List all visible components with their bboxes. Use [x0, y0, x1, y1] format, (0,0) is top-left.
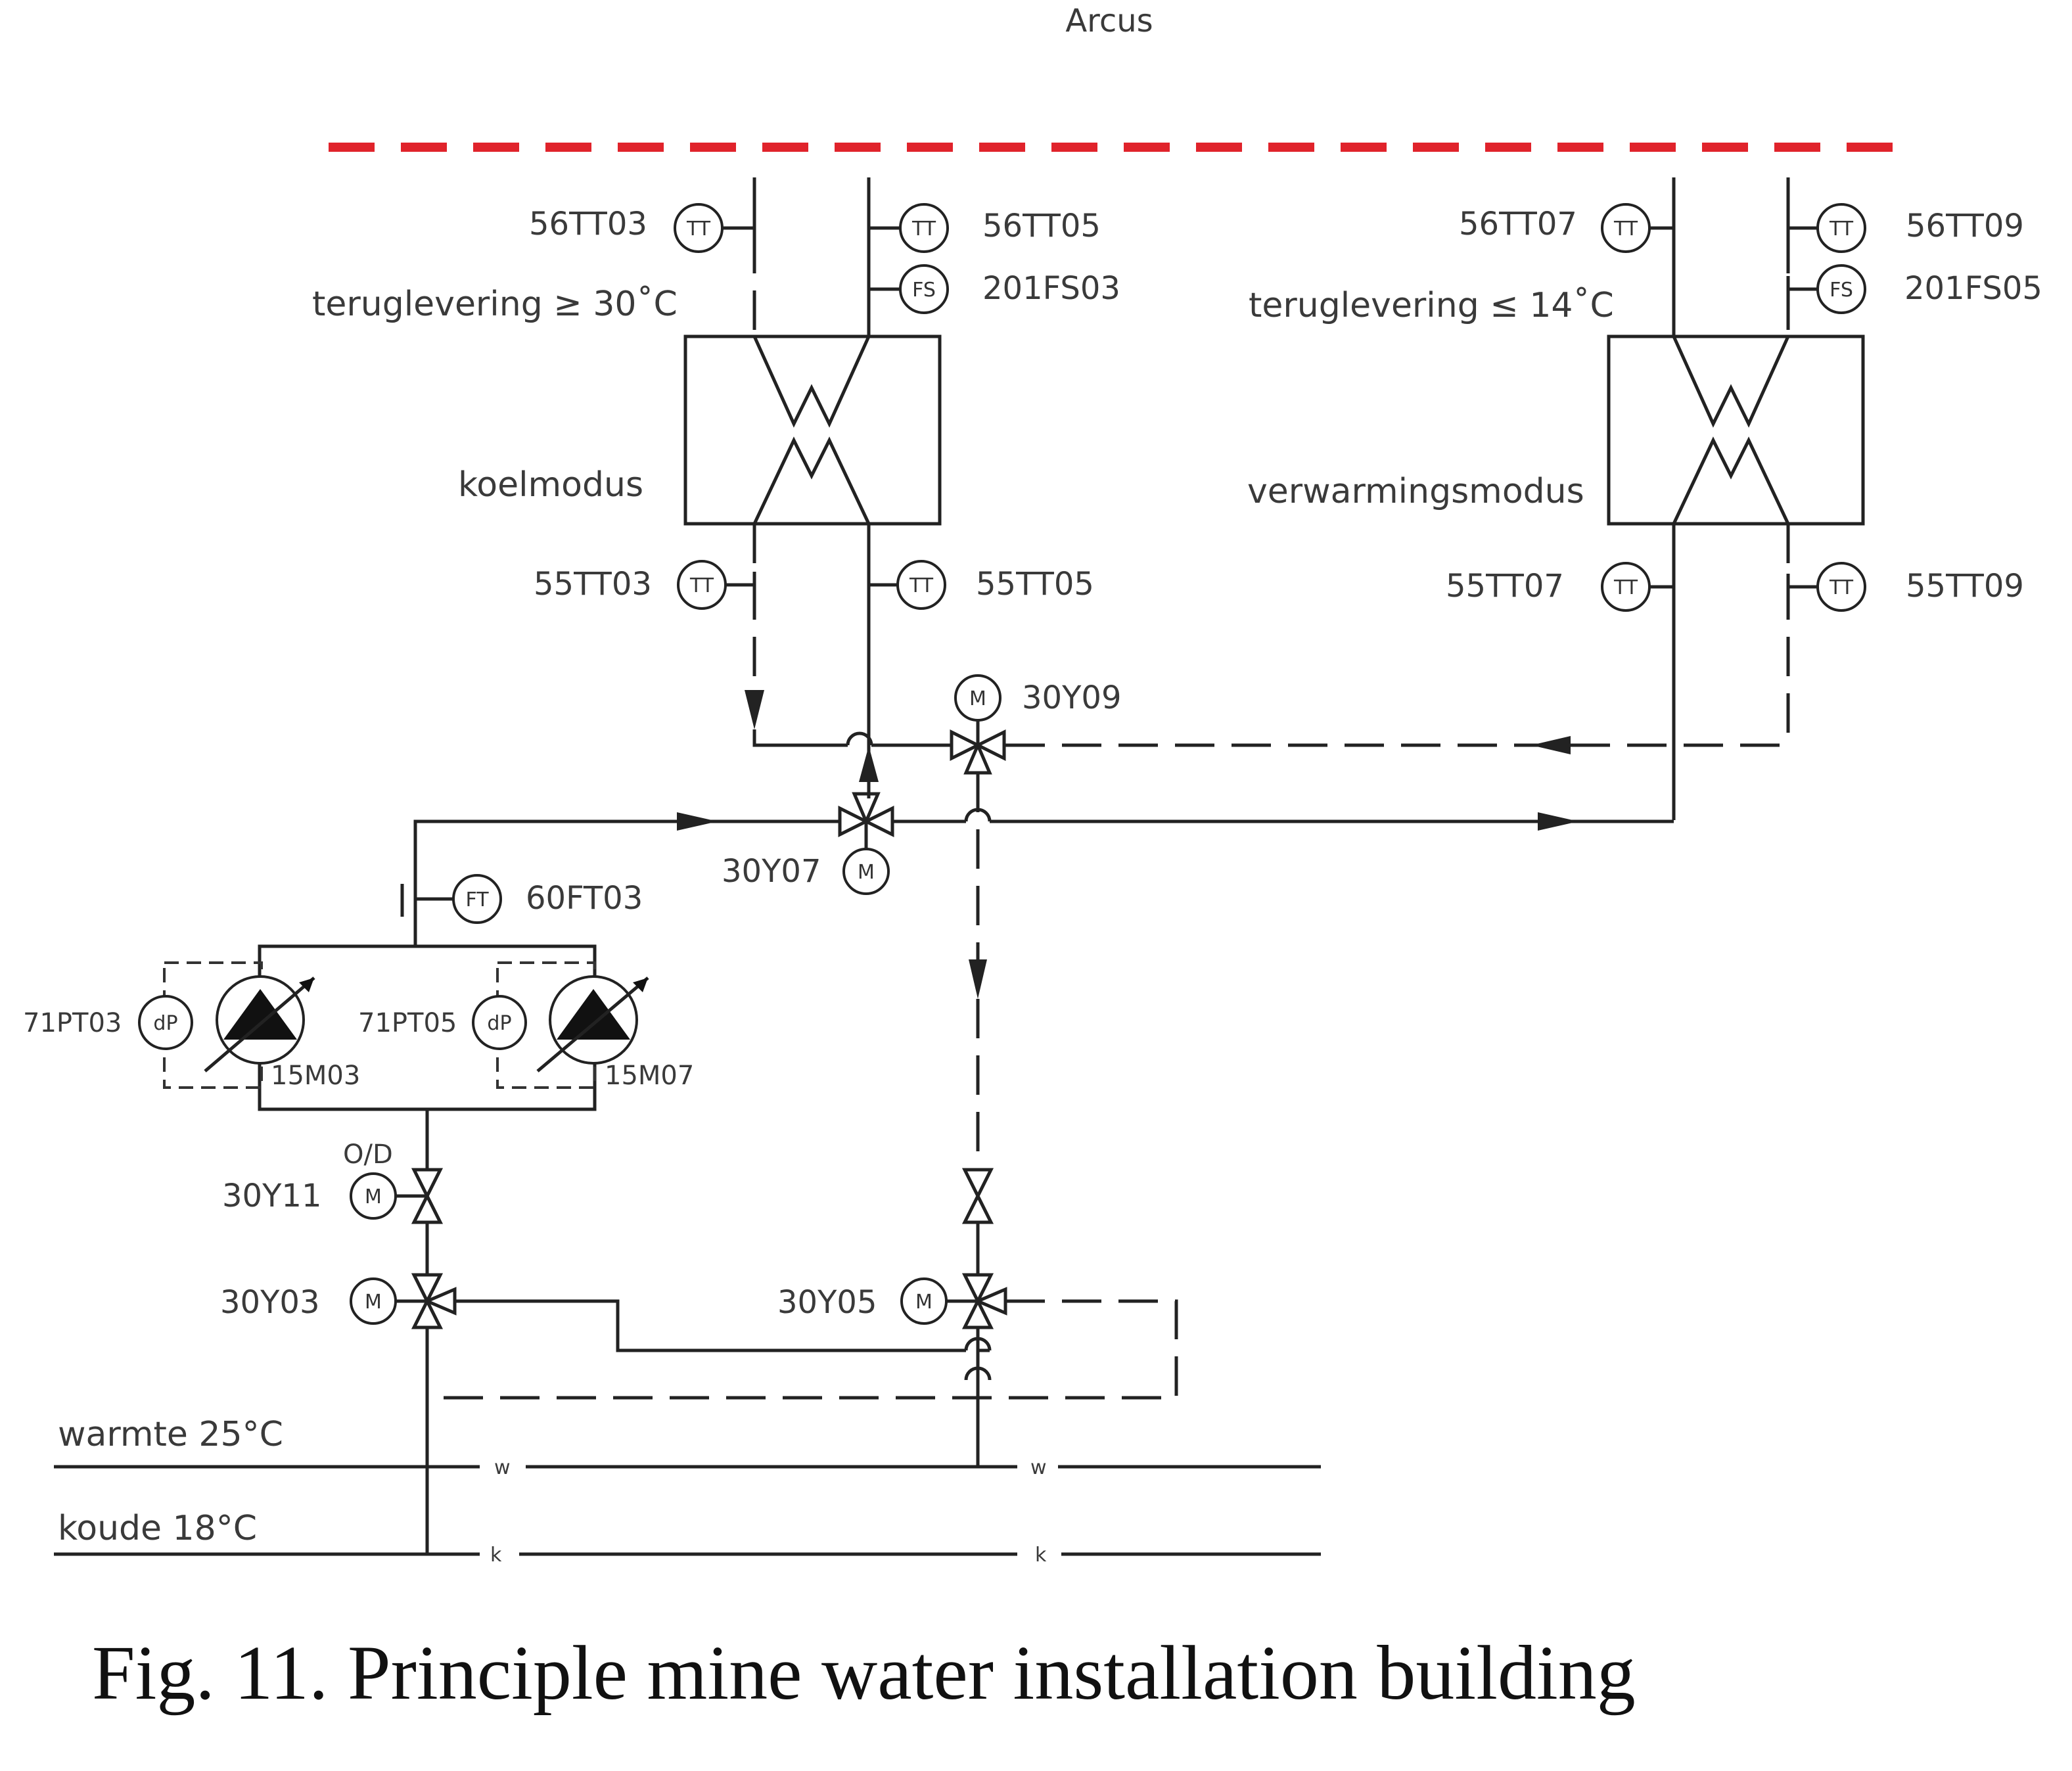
tag-55TT03: 55TT03: [534, 566, 652, 603]
svg-text:TT: TT: [1829, 218, 1854, 241]
svg-text:TT: TT: [689, 574, 714, 597]
flow-arrow-down: [745, 690, 764, 729]
flow-transmitter-60FT03: FT: [400, 874, 502, 924]
tag-201FS03: 201FS03: [982, 270, 1120, 307]
svg-text:M: M: [365, 1185, 382, 1208]
cold-marker-2: k: [1035, 1544, 1047, 1567]
tag-56TT05: 56TT05: [982, 208, 1101, 244]
temperature-transmitter-55TT07: TT: [1601, 562, 1676, 612]
temperature-transmitter-56TT07: TT: [1601, 203, 1676, 253]
warm-line-label: warmte 25°C: [58, 1415, 283, 1454]
svg-text:dP: dP: [153, 1012, 177, 1035]
hx-right-return-label: teruglevering ≤ 14˚C: [1249, 286, 1614, 325]
svg-text:FS: FS: [1830, 279, 1853, 302]
heat-exchanger-heating: [1607, 334, 1865, 526]
svg-text:TT: TT: [909, 574, 934, 597]
svg-text:TT: TT: [1829, 576, 1854, 599]
svg-text:M: M: [365, 1291, 382, 1314]
temperature-transmitter-56TT03: TT: [674, 203, 756, 253]
figure-caption: Fig. 11. Principle mine water installati…: [92, 1630, 1636, 1716]
cold-line-label: koude 18°C: [58, 1509, 257, 1548]
tag-55TT09: 55TT09: [1906, 568, 2024, 605]
tag-15M03: 15M03: [271, 1061, 360, 1091]
tag-55TT05: 55TT05: [976, 566, 1094, 603]
flow-arrow-left: [1531, 736, 1571, 754]
svg-text:M: M: [969, 687, 986, 710]
tag-71PT05: 71PT05: [358, 1008, 457, 1038]
tag-71PT03: 71PT03: [23, 1008, 122, 1038]
tag-56TT07: 56TT07: [1459, 206, 1577, 242]
diagram-title: Arcus: [1065, 3, 1153, 39]
svg-text:dP: dP: [487, 1012, 511, 1035]
flow-switch-201FS03: FS: [867, 264, 949, 314]
valve-30Y09: M: [950, 674, 1006, 775]
warm-marker-1: w: [494, 1456, 511, 1479]
valve-30Y03: M: [350, 1273, 457, 1329]
valve-2way-unlabeled: [961, 1168, 994, 1224]
valve-30Y05: M: [900, 1273, 1007, 1329]
tag-30Y03: 30Y03: [220, 1284, 319, 1321]
svg-text:FT: FT: [465, 888, 489, 911]
valve-30Y11: M: [350, 1168, 444, 1224]
tag-30Y07: 30Y07: [722, 853, 821, 890]
flow-arrow-down-2: [969, 959, 987, 999]
dp-sensor-71PT03: dP: [138, 995, 193, 1050]
flow-switch-201FS05: FS: [1786, 264, 1866, 314]
svg-text:TT: TT: [911, 218, 936, 241]
pump-15M03: [163, 961, 315, 1089]
tag-60FT03: 60FT03: [526, 880, 643, 917]
svg-text:M: M: [858, 861, 875, 884]
warm-marker-2: w: [1030, 1456, 1047, 1479]
flow-arrow-right-1: [677, 812, 718, 831]
hx-right-mode-label: verwarmingsmodus: [1247, 472, 1584, 511]
tag-56TT09: 56TT09: [1906, 208, 2024, 244]
temperature-transmitter-55TT09: TT: [1786, 562, 1866, 612]
temperature-transmitter-56TT05: TT: [867, 203, 949, 253]
valve-30Y07: M: [838, 792, 894, 895]
tag-30Y11: 30Y11: [222, 1178, 321, 1214]
dp-sensor-71PT05: dP: [472, 995, 527, 1050]
pump-15M07: [496, 961, 649, 1089]
tag-56TT03: 56TT03: [529, 206, 647, 242]
tag-30Y09: 30Y09: [1022, 679, 1121, 716]
hx-left-mode-label: koelmodus: [458, 465, 643, 505]
cold-marker-1: k: [490, 1544, 502, 1567]
svg-text:TT: TT: [1613, 576, 1638, 599]
tag-201FS05: 201FS05: [1904, 270, 2042, 307]
svg-text:M: M: [915, 1291, 932, 1314]
tag-55TT07: 55TT07: [1446, 568, 1564, 605]
svg-text:TT: TT: [686, 218, 711, 241]
flow-arrow-right-2: [1538, 812, 1578, 831]
svg-text:TT: TT: [1613, 218, 1638, 241]
tag-30Y05: 30Y05: [777, 1284, 877, 1321]
tag-30Y11-mode: O/D: [343, 1139, 393, 1170]
flow-arrow-up: [859, 746, 879, 782]
temperature-transmitter-55TT05: TT: [867, 560, 946, 610]
heat-exchanger-cooling: [683, 334, 942, 526]
temperature-transmitter-56TT09: TT: [1786, 203, 1866, 253]
tag-15M07: 15M07: [605, 1061, 694, 1091]
svg-text:FS: FS: [912, 279, 936, 302]
hx-left-return-label: teruglevering ≥ 30˚C: [312, 285, 678, 324]
temperature-transmitter-55TT03: TT: [677, 560, 756, 610]
